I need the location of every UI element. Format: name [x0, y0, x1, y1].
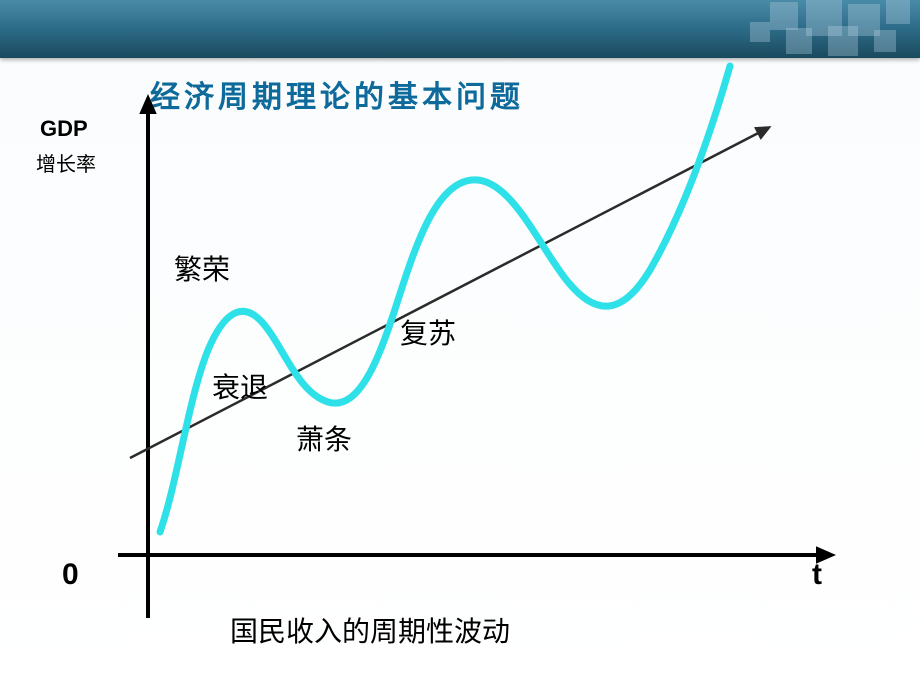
anno-boom: 繁荣	[174, 248, 230, 288]
x-axis-arrow	[816, 546, 836, 564]
anno-depression: 萧条	[296, 418, 352, 458]
y-axis-arrow	[139, 94, 157, 114]
business-cycle-curve	[160, 66, 730, 532]
chart-caption: 国民收入的周期性波动	[230, 610, 510, 650]
chart-svg	[0, 0, 920, 690]
anno-recession: 衰退	[212, 366, 268, 406]
trend-line	[130, 128, 768, 458]
slide: 经济周期理论的基本问题 GDP 增长率 0 t 繁荣 衰退 萧条 复苏 国民收入…	[0, 0, 920, 690]
anno-recovery: 复苏	[400, 312, 456, 352]
